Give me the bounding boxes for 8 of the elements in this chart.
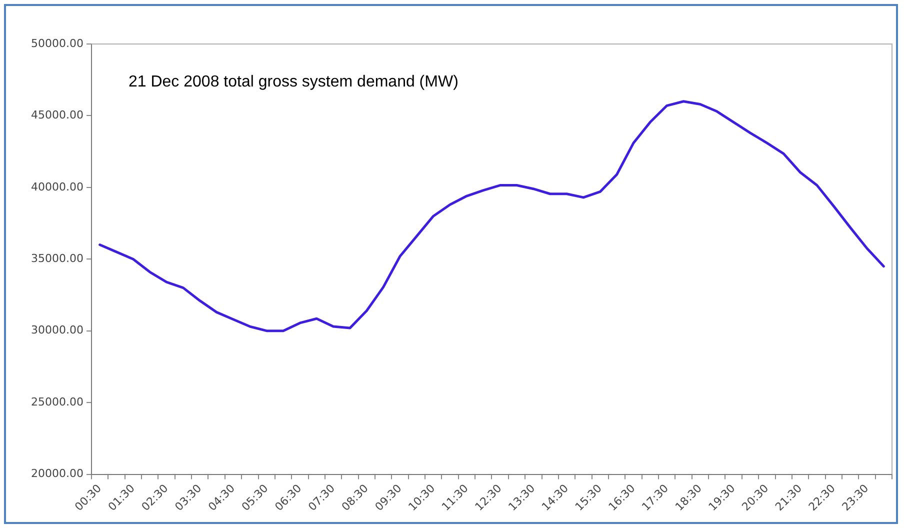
- y-tick-label: 20000.00: [30, 467, 84, 480]
- y-tick-label: 25000.00: [30, 395, 84, 408]
- y-tick-label: 35000.00: [30, 252, 84, 265]
- y-tick-label: 50000.00: [30, 36, 84, 50]
- y-tick-label: 30000.00: [30, 324, 84, 337]
- y-tick-label: 45000.00: [30, 108, 84, 122]
- y-tick-label: 40000.00: [30, 180, 84, 194]
- text: 21 Dec 2008 total gross system demand (MW): [128, 73, 458, 90]
